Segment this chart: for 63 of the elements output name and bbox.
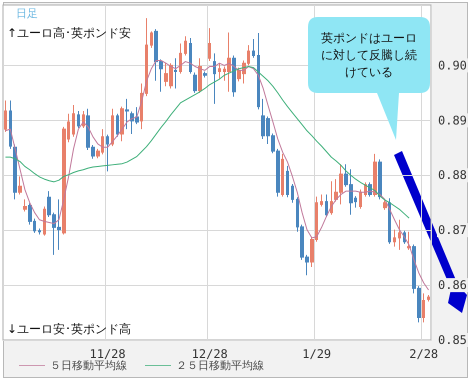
candlestick xyxy=(213,52,216,104)
candlestick xyxy=(43,206,46,236)
candlestick xyxy=(325,194,328,218)
candlestick xyxy=(106,134,109,172)
candlestick xyxy=(407,231,411,250)
candlestick xyxy=(193,72,197,94)
candlestick xyxy=(208,28,211,62)
candlestick xyxy=(198,58,202,94)
annotation: ↑ユーロ高･英ポンド安 xyxy=(7,25,132,42)
candlestick xyxy=(427,294,430,302)
candlestick xyxy=(398,219,401,250)
candlestick xyxy=(422,292,425,323)
line-series xyxy=(4,60,430,291)
x-tick-label: 12/28 xyxy=(192,347,228,361)
candlestick xyxy=(218,62,221,80)
candlestick xyxy=(82,110,85,129)
line-series xyxy=(4,66,410,219)
candlestick xyxy=(179,42,182,74)
y-tick-label: 0.89 xyxy=(438,113,467,128)
candlestick xyxy=(378,158,382,200)
candlestick xyxy=(232,55,236,98)
candlestick xyxy=(125,98,129,130)
candlestick xyxy=(38,228,41,236)
candlestick xyxy=(116,113,119,138)
annotation: ↓ユーロ安･英ポンド高 xyxy=(7,321,132,338)
legend-label: ２５日移動平均線 xyxy=(176,359,264,372)
candlestick xyxy=(373,153,377,198)
candlestick xyxy=(286,165,289,198)
candlestick xyxy=(359,189,362,210)
candlestick xyxy=(111,108,114,147)
y-tick-label: 0.88 xyxy=(438,168,467,182)
y-tick-label: 0.90 xyxy=(438,58,467,72)
candlestick xyxy=(184,36,187,56)
y-tick-label: 0.87 xyxy=(438,223,467,238)
y-tick-label: 0.85 xyxy=(438,333,467,347)
candlestick xyxy=(383,200,387,210)
candlestick xyxy=(4,100,7,132)
annotation: 英ポンドはユーロに対して反騰し続けている xyxy=(320,30,418,81)
x-tick-label: 2/28 xyxy=(409,347,438,361)
x-tick-label: 1/29 xyxy=(302,347,332,361)
candlestick xyxy=(145,18,148,97)
annotation: 日足 xyxy=(16,6,38,21)
candlestick xyxy=(189,37,192,74)
candlestick xyxy=(291,184,294,204)
candlestick xyxy=(393,229,396,248)
candlestick xyxy=(150,30,153,48)
candlestick xyxy=(120,106,124,142)
candlestick xyxy=(23,198,27,212)
x-tick-label: 11/28 xyxy=(90,347,126,361)
y-tick-label: 0.86 xyxy=(438,278,467,292)
candlestick xyxy=(320,194,323,208)
candlestick xyxy=(9,100,12,150)
candlestick xyxy=(388,198,391,244)
legend-label: ５日移動平均線 xyxy=(50,359,127,372)
candlestick xyxy=(72,104,75,138)
candlestick xyxy=(281,153,284,198)
candlestick xyxy=(252,38,255,58)
candlestick xyxy=(203,70,207,78)
candlestick xyxy=(77,110,80,129)
candlestick xyxy=(18,176,22,195)
candlestick xyxy=(174,58,177,89)
candlestick xyxy=(257,32,260,110)
candlestick xyxy=(227,32,231,92)
